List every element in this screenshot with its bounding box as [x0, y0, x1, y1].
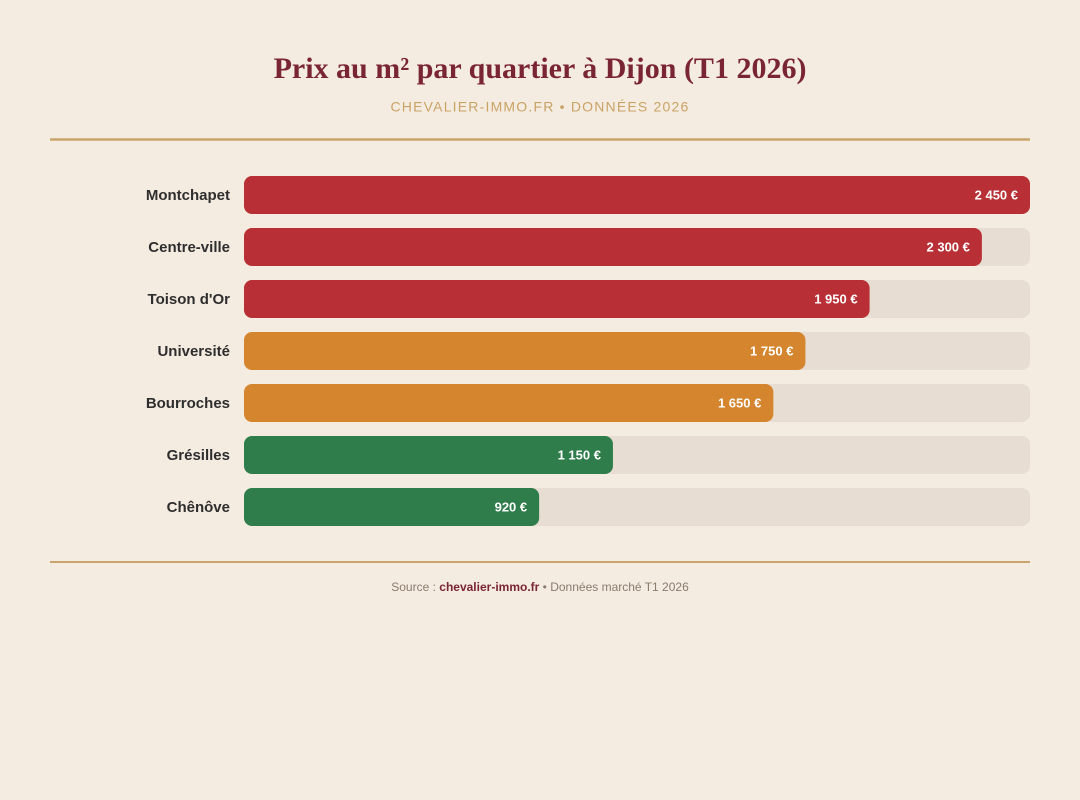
bar — [244, 176, 1030, 214]
category-label: Chênôve — [167, 499, 230, 516]
bar — [244, 228, 982, 266]
bar — [244, 436, 613, 474]
chart-title: Prix au m² par quartier à Dijon (T1 2026… — [274, 52, 807, 85]
category-label: Université — [157, 343, 230, 360]
category-label: Montchapet — [146, 187, 230, 204]
value-label: 920 € — [495, 499, 528, 514]
category-label: Centre-ville — [148, 239, 230, 256]
category-label: Toison d'Or — [148, 291, 231, 308]
footer-prefix: Source : — [391, 580, 436, 594]
bar — [244, 488, 540, 526]
value-label: 2 450 € — [975, 187, 1018, 202]
value-label: 1 750 € — [750, 343, 793, 358]
category-label: Grésilles — [167, 447, 230, 464]
chart-subtitle: CHEVALIER-IMMO.FR • DONNÉES 2026 — [391, 99, 690, 115]
bar — [244, 332, 806, 370]
footer-link[interactable]: chevalier-immo.fr — [439, 580, 539, 594]
category-label: Bourroches — [146, 395, 230, 412]
value-label: 1 950 € — [814, 291, 857, 306]
value-label: 2 300 € — [927, 239, 970, 254]
footer-suffix: • Données marché T1 2026 — [543, 580, 689, 594]
value-label: 1 650 € — [718, 395, 761, 410]
bar — [244, 280, 870, 318]
bar — [244, 384, 774, 422]
footer: Source : chevalier-immo.fr • Données mar… — [391, 580, 689, 594]
value-label: 1 150 € — [558, 447, 601, 462]
